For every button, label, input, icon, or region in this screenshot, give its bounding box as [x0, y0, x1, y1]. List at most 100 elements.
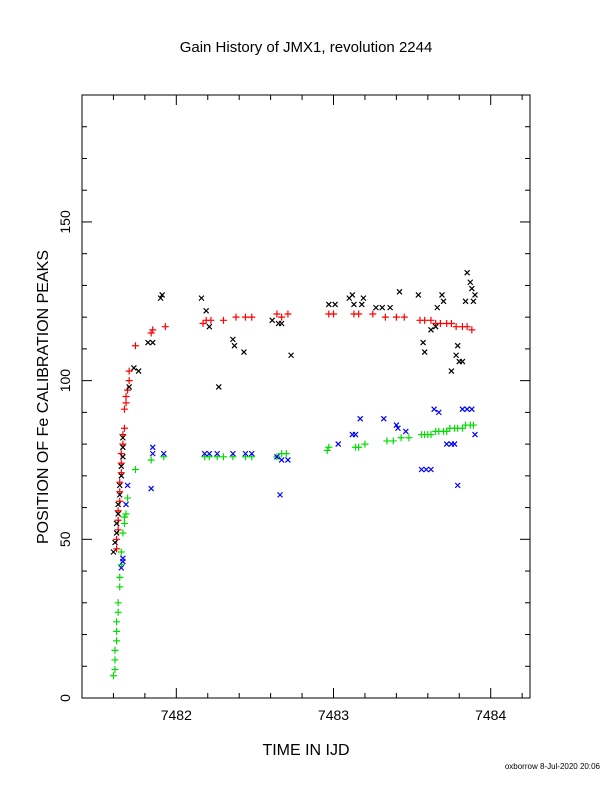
- data-point: [278, 320, 285, 327]
- data-point: [111, 656, 119, 664]
- data-point: [231, 342, 238, 349]
- data-point: [207, 316, 215, 324]
- data-point: [273, 310, 281, 318]
- data-point: [203, 307, 210, 314]
- data-point: [149, 450, 156, 457]
- data-point: [432, 323, 439, 330]
- data-point: [428, 326, 434, 333]
- data-point: [427, 316, 435, 324]
- data-point: [323, 446, 331, 454]
- data-points: [109, 269, 478, 680]
- data-point: [400, 313, 408, 321]
- data-point: [206, 323, 213, 330]
- data-point: [278, 457, 285, 463]
- data-point: [122, 393, 130, 400]
- data-point: [219, 316, 227, 324]
- data-point: [458, 424, 466, 432]
- data-point: [389, 437, 397, 445]
- data-point: [159, 292, 166, 298]
- y-tick-label: 0: [57, 694, 73, 702]
- data-point: [405, 434, 413, 442]
- data-point: [421, 349, 428, 355]
- data-point: [472, 292, 478, 298]
- data-point: [160, 450, 167, 457]
- data-point: [240, 349, 247, 355]
- data-point: [332, 301, 339, 308]
- data-point: [397, 434, 405, 442]
- data-point: [278, 313, 286, 321]
- data-point: [381, 313, 389, 321]
- data-point: [122, 510, 130, 518]
- axis-tick-labels: 0 50 100 150 7482 7483 7484: [57, 210, 506, 723]
- data-point: [439, 292, 445, 298]
- data-point: [282, 450, 290, 458]
- data-point: [248, 450, 255, 457]
- data-point: [214, 450, 221, 457]
- data-point: [464, 269, 471, 276]
- data-point: [148, 485, 155, 492]
- data-point: [357, 415, 364, 422]
- data-point: [361, 440, 369, 448]
- data-point: [112, 539, 118, 546]
- data-point: [120, 519, 128, 527]
- data-point: [119, 555, 126, 562]
- data-point: [147, 329, 155, 337]
- data-point: [360, 295, 367, 302]
- data-point: [349, 292, 356, 298]
- x-axis-label: TIME IN IJD: [262, 742, 349, 759]
- data-point: [288, 352, 294, 359]
- data-point: [114, 608, 122, 616]
- data-point: [448, 368, 455, 375]
- data-point: [443, 441, 450, 448]
- data-point: [229, 450, 236, 457]
- data-point: [355, 310, 363, 318]
- data-point: [335, 441, 342, 448]
- data-point: [116, 482, 123, 489]
- data-point: [454, 342, 461, 349]
- data-point: [467, 279, 474, 286]
- data-point: [369, 310, 377, 318]
- data-point: [395, 425, 401, 432]
- data-point: [120, 513, 128, 521]
- data-point: [387, 304, 394, 311]
- data-point: [219, 453, 227, 461]
- data-point: [206, 450, 213, 457]
- data-point: [126, 384, 133, 390]
- data-point: [135, 368, 142, 375]
- data-point: [131, 465, 139, 473]
- data-point: [420, 339, 427, 346]
- data-point: [459, 358, 466, 365]
- data-point: [118, 564, 125, 571]
- data-point: [241, 313, 249, 321]
- data-point: [468, 285, 475, 292]
- data-point: [435, 409, 442, 416]
- data-point: [113, 618, 121, 626]
- data-point: [229, 336, 236, 343]
- chart-title: Gain History of JMX1, revolution 2244: [180, 39, 433, 56]
- data-point: [119, 453, 126, 460]
- data-point: [277, 491, 283, 498]
- x-tick-label: 7484: [475, 707, 506, 723]
- data-point: [402, 428, 409, 435]
- data-point: [440, 298, 447, 305]
- data-point: [383, 437, 391, 445]
- series-0: [113, 310, 476, 553]
- data-point: [454, 482, 461, 489]
- data-point: [157, 295, 164, 302]
- x-tick-label: 7482: [161, 707, 192, 723]
- data-point: [423, 466, 430, 473]
- data-point: [434, 304, 441, 311]
- data-point: [113, 520, 120, 527]
- data-point: [330, 310, 338, 318]
- data-point: [242, 450, 249, 457]
- data-point: [325, 301, 332, 308]
- footer-stamp: oxborrow 8-Jul-2020 20:06: [505, 762, 601, 771]
- data-point: [113, 627, 121, 635]
- data-point: [464, 406, 471, 413]
- data-point: [273, 453, 280, 460]
- data-point: [122, 399, 130, 407]
- data-point: [118, 463, 125, 470]
- data-point: [113, 545, 121, 553]
- data-point: [451, 441, 458, 448]
